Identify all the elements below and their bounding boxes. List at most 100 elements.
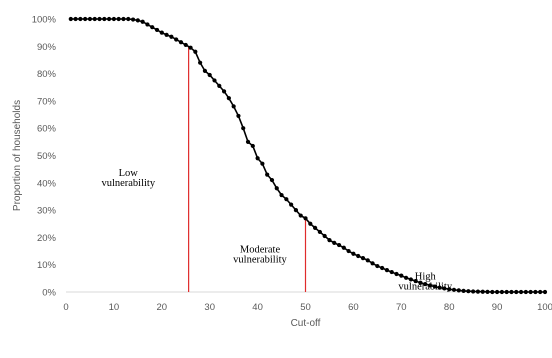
annotation-line1: Moderate [240, 244, 281, 255]
data-point [346, 248, 351, 254]
data-point [73, 16, 78, 22]
y-tick-label: 80% [37, 69, 57, 80]
annotation-line2: vulnerability [101, 178, 155, 189]
data-point [107, 16, 112, 22]
y-tick-label: 0% [42, 288, 56, 299]
data-point [514, 289, 519, 295]
data-point [269, 177, 275, 183]
y-tick-label: 100% [32, 15, 57, 26]
data-point [260, 161, 265, 166]
data-point [356, 253, 361, 259]
data-point [217, 83, 222, 88]
data-point [380, 265, 385, 271]
data-point [193, 49, 198, 54]
y-tick-label: 60% [37, 124, 57, 135]
data-point [121, 16, 126, 22]
data-point [130, 17, 136, 22]
data-point [327, 238, 332, 243]
y-axis: 0% 10% 20% 30% 40% 50% 60% 70% 80% 90% 100% [32, 15, 57, 299]
data-point [447, 287, 452, 292]
data-point [116, 16, 121, 22]
annotation-line2: vulnerability [398, 282, 452, 293]
data-point [351, 251, 356, 256]
x-tick-label: 10 [109, 302, 120, 313]
data-point [183, 42, 188, 48]
data-point [126, 16, 131, 22]
data-point [298, 213, 303, 218]
data-point [451, 287, 457, 292]
data-point [169, 34, 174, 39]
data-point [164, 32, 169, 37]
data-point [490, 289, 495, 295]
data-point [87, 16, 93, 22]
y-tick-label: 90% [37, 42, 57, 53]
data-point [284, 197, 289, 202]
data-point [456, 288, 461, 293]
data-point [221, 89, 227, 94]
data-point [83, 16, 88, 22]
data-point [365, 258, 370, 263]
series-group [68, 16, 548, 295]
data-point [399, 273, 404, 278]
x-tick-label: 100 [537, 302, 552, 313]
data-point [111, 16, 116, 22]
data-point [92, 16, 97, 22]
x-axis: 0 10 20 30 40 50 60 70 80 90 100 [63, 291, 552, 313]
data-point [504, 289, 509, 295]
cutoff-lines [188, 46, 307, 292]
annotation-line2: vulnerability [233, 255, 287, 266]
y-tick-label: 30% [37, 206, 57, 217]
data-point [509, 289, 514, 295]
annotation-line1: Low [119, 168, 139, 179]
x-tick-label: 60 [348, 302, 359, 313]
data-point [289, 202, 294, 207]
y-tick-label: 40% [37, 178, 57, 189]
y-tick-label: 70% [37, 96, 57, 107]
data-point [198, 60, 203, 65]
y-tick-label: 20% [37, 233, 57, 244]
data-point [312, 225, 318, 230]
data-point [533, 289, 538, 295]
x-tick-label: 70 [396, 302, 407, 313]
data-point [427, 283, 433, 288]
data-point [499, 289, 504, 295]
data-point [174, 37, 179, 42]
data-point [471, 289, 476, 294]
data-point [523, 289, 528, 295]
y-tick-label: 50% [37, 151, 57, 162]
data-point [485, 289, 490, 294]
x-tick-label: 90 [492, 302, 503, 313]
data-point [495, 289, 500, 295]
data-point [154, 27, 160, 33]
data-point [480, 289, 485, 294]
data-point [394, 271, 399, 277]
x-tick-label: 50 [300, 302, 311, 313]
data-point [389, 269, 394, 275]
x-tick-label: 30 [204, 302, 215, 313]
data-point [332, 240, 337, 245]
x-tick-label: 40 [252, 302, 263, 313]
x-tick-label: 0 [63, 302, 68, 313]
data-point [341, 245, 346, 250]
data-point [308, 221, 313, 226]
data-point [322, 233, 327, 239]
data-point [245, 139, 251, 144]
x-tick-label: 20 [157, 302, 168, 313]
data-point [461, 288, 466, 294]
data-point [188, 45, 193, 50]
data-point [542, 289, 548, 295]
y-axis-title: Proportion of households [12, 100, 23, 211]
data-point [518, 289, 524, 295]
data-point [317, 229, 322, 235]
data-point [207, 72, 212, 78]
data-point [360, 256, 366, 261]
data-point [145, 22, 150, 27]
data-point [68, 16, 73, 22]
data-point [140, 19, 145, 24]
data-point [403, 275, 409, 280]
data-point [384, 268, 390, 273]
data-point [336, 242, 342, 248]
x-axis-title: Cut-off [291, 318, 321, 329]
data-point [241, 126, 246, 131]
